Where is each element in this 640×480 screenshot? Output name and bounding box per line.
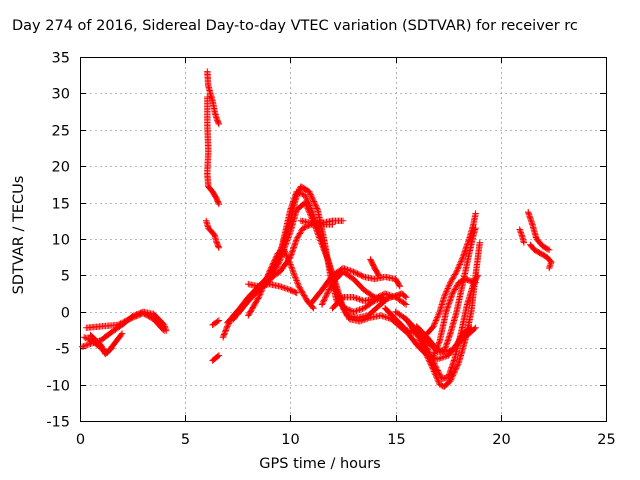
series-arc-z	[430, 275, 479, 359]
x-tick-label: 0	[76, 432, 85, 448]
marker-trace	[308, 264, 403, 307]
series-arc-ac	[527, 241, 555, 272]
y-tick-label: 0	[61, 306, 70, 322]
marker-trace	[516, 226, 528, 246]
grid	[80, 57, 606, 421]
marker-trace	[245, 246, 317, 319]
series-arc-e	[204, 68, 223, 128]
marker-trace	[329, 290, 410, 312]
series-arc-p	[297, 217, 336, 228]
series-arc-g	[203, 217, 223, 251]
data-series	[78, 68, 555, 390]
x-tick-label: 25	[597, 432, 615, 448]
series-arc-y	[424, 210, 479, 337]
marker-trace	[424, 210, 479, 337]
y-axis-label: SDTVAR / TECUs	[11, 175, 27, 295]
series-arc-h	[209, 317, 223, 329]
marker-trace	[297, 217, 336, 228]
series-arc-q	[308, 264, 403, 307]
marker-trace	[203, 217, 223, 251]
y-tick-label: 20	[52, 160, 70, 176]
chart-title: Day 274 of 2016, Sidereal Day-to-day VTE…	[12, 18, 578, 34]
marker-trace	[402, 272, 481, 382]
y-tick-label: -5	[56, 342, 70, 358]
marker-trace	[83, 310, 168, 334]
marker-trace	[367, 256, 382, 279]
marker-trace	[209, 352, 223, 364]
y-tick-label: 30	[52, 87, 70, 103]
x-axis-label: GPS time / hours	[259, 456, 381, 472]
marker-trace	[525, 208, 553, 254]
marker-trace	[87, 331, 115, 358]
series-arc-t	[367, 256, 382, 279]
marker-trace	[204, 93, 223, 208]
y-tick-label: 35	[52, 51, 70, 67]
series-arc-s	[329, 290, 410, 312]
y-tick-label: -10	[46, 379, 70, 395]
marker-trace	[204, 68, 223, 128]
x-tick-label: 5	[181, 432, 190, 448]
x-tick-label: 20	[492, 432, 510, 448]
series-arc-w	[402, 272, 481, 382]
x-tick-label: 10	[281, 432, 299, 448]
y-tick-label: 25	[52, 124, 70, 140]
plot-frame	[80, 57, 607, 422]
x-tick-label: 15	[387, 432, 405, 448]
y-tick-label: 10	[52, 233, 70, 249]
series-arc-aa	[516, 226, 528, 246]
y-tick-label: 5	[61, 269, 70, 285]
series-arc-o	[245, 246, 317, 319]
marker-trace	[430, 275, 479, 359]
axis-ticks: -15 -10 -5 0 5 10 15 20 25 30 35 0 5 10 15 20 25	[46, 51, 615, 449]
series-arc-ab	[525, 208, 553, 254]
series-arc-b	[83, 310, 168, 334]
series-arc-i	[209, 352, 223, 364]
y-tick-label: 15	[52, 197, 70, 213]
series-arc-d	[87, 331, 115, 358]
y-tick-label: -15	[46, 415, 70, 431]
marker-trace	[527, 241, 555, 272]
marker-trace	[209, 317, 223, 329]
series-arc-f	[204, 93, 223, 208]
